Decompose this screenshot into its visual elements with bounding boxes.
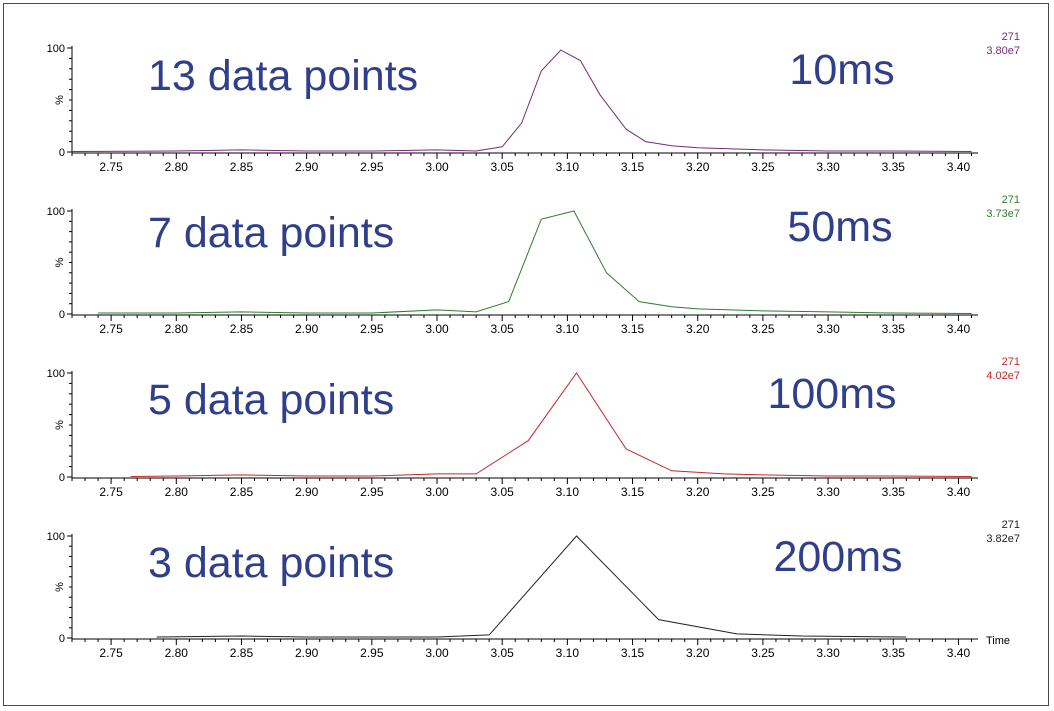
x-tick-label: 3.10 xyxy=(556,322,580,336)
x-tick-label: 3.15 xyxy=(621,160,645,174)
x-tick-label: 3.40 xyxy=(947,322,971,336)
x-tick-label: 3.40 xyxy=(947,485,971,499)
x-tick-label: 3.20 xyxy=(686,646,710,660)
series-line xyxy=(71,49,972,152)
annotation-dwell-time: 100ms xyxy=(767,370,896,418)
x-tick-label: 2.95 xyxy=(360,646,384,660)
chart-panel-3: 100 0% 2.75 2.80 2.85 2.90 2.95 3.00 3.05 3.10 3.1… xyxy=(47,356,1020,499)
annotation-dwell-time: 10ms xyxy=(789,46,894,94)
x-tick-label: 3.30 xyxy=(816,160,840,174)
x-tick-label: 2.75 xyxy=(99,646,123,660)
chart-panel-2: 100 0% 2.75 2.80 2.85 2.90 2.95 3.00 3.05 3.10 3.1… xyxy=(47,194,1020,336)
x-tick-label: 2.85 xyxy=(230,322,254,336)
y-tick-label-bottom: 0 xyxy=(59,309,65,321)
x-tick-label: 3.05 xyxy=(491,160,515,174)
series-line xyxy=(130,372,972,477)
x-tick-label: 3.20 xyxy=(686,160,710,174)
annotation-dwell-time: 200ms xyxy=(773,533,902,581)
x-tick-label: 3.40 xyxy=(947,160,971,174)
x-tick-label: 3.35 xyxy=(882,322,906,336)
x-tick-label: 3.25 xyxy=(751,322,775,336)
intensity-label: 3.82e7 xyxy=(986,533,1020,545)
x-tick-label: 3.15 xyxy=(621,485,645,499)
intensity-label: 3.73e7 xyxy=(986,208,1020,220)
x-tick-label: 3.10 xyxy=(556,160,580,174)
x-tick-label: 3.30 xyxy=(816,646,840,660)
mass-label: 271 xyxy=(1002,194,1020,206)
x-tick-label: 2.95 xyxy=(360,322,384,336)
x-tick-label: 2.85 xyxy=(230,646,254,660)
series-line xyxy=(156,535,907,638)
x-tick-label: 2.95 xyxy=(360,485,384,499)
chart-panel-1: 100 0% 2.75 2.80 2.85 2.90 2.95 3.00 3.05 3.10 3.1… xyxy=(47,31,1020,174)
x-tick-label: 3.25 xyxy=(751,485,775,499)
x-tick-label: 3.20 xyxy=(686,485,710,499)
chart-panel-4: 100 0% 2.75 2.80 2.85 2.90 2.95 3.00 3.05 3.10 3.1… xyxy=(47,519,1020,660)
x-tick-label: 2.90 xyxy=(295,485,319,499)
x-tick-label: 2.80 xyxy=(165,322,189,336)
x-tick-label: 3.35 xyxy=(882,646,906,660)
x-tick-label: 3.00 xyxy=(425,322,449,336)
annotation-data-points: 5 data points xyxy=(148,376,394,424)
x-tick-label: 3.05 xyxy=(491,485,515,499)
x-tick-label: 3.15 xyxy=(621,322,645,336)
y-axis-label: % xyxy=(54,420,66,430)
intensity-label: 4.02e7 xyxy=(986,370,1020,382)
y-tick-label-bottom: 0 xyxy=(59,472,65,484)
x-tick-label: 2.85 xyxy=(230,485,254,499)
x-tick-label: 3.40 xyxy=(947,646,971,660)
x-tick-label: 3.05 xyxy=(491,646,515,660)
x-tick-label: 3.00 xyxy=(425,646,449,660)
y-tick-label-top: 100 xyxy=(47,368,65,380)
x-tick-label: 3.30 xyxy=(816,322,840,336)
y-tick-label-bottom: 0 xyxy=(59,633,65,645)
mass-label: 271 xyxy=(1002,31,1020,43)
x-tick-label: 3.10 xyxy=(556,646,580,660)
x-tick-label: 3.35 xyxy=(882,160,906,174)
x-tick-label: 3.35 xyxy=(882,485,906,499)
x-tick-label: 2.90 xyxy=(295,646,319,660)
figure-frame xyxy=(3,3,1049,706)
annotation-data-points: 3 data points xyxy=(148,539,394,587)
x-tick-label: 2.95 xyxy=(360,160,384,174)
x-tick-label: 3.25 xyxy=(751,646,775,660)
x-tick-label: 2.75 xyxy=(99,160,123,174)
x-tick-label: 3.05 xyxy=(491,322,515,336)
y-axis-label: % xyxy=(54,95,66,105)
x-tick-label: 3.25 xyxy=(751,160,775,174)
x-tick-label: 2.90 xyxy=(295,322,319,336)
x-axis-label: Time xyxy=(986,635,1010,647)
x-tick-label: 3.30 xyxy=(816,485,840,499)
x-tick-label: 2.85 xyxy=(230,160,254,174)
x-tick-label: 2.75 xyxy=(99,322,123,336)
x-tick-label: 3.00 xyxy=(425,485,449,499)
x-tick-label: 2.75 xyxy=(99,485,123,499)
y-tick-label-top: 100 xyxy=(47,43,65,55)
intensity-label: 3.80e7 xyxy=(986,45,1020,57)
mass-label: 271 xyxy=(1002,519,1020,531)
series-line xyxy=(98,210,972,314)
x-tick-label: 3.15 xyxy=(621,646,645,660)
y-axis-label: % xyxy=(54,257,66,267)
x-tick-label: 2.80 xyxy=(165,160,189,174)
y-tick-label-top: 100 xyxy=(47,531,65,543)
y-axis-label: % xyxy=(54,582,66,592)
x-tick-label: 2.80 xyxy=(165,485,189,499)
annotation-dwell-time: 50ms xyxy=(787,203,892,251)
mass-label: 271 xyxy=(1002,356,1020,368)
x-tick-label: 2.80 xyxy=(165,646,189,660)
annotation-data-points: 13 data points xyxy=(148,52,418,100)
x-tick-label: 3.20 xyxy=(686,322,710,336)
y-tick-label-bottom: 0 xyxy=(59,147,65,159)
x-tick-label: 3.00 xyxy=(425,160,449,174)
x-tick-label: 2.90 xyxy=(295,160,319,174)
x-tick-label: 3.10 xyxy=(556,485,580,499)
y-tick-label-top: 100 xyxy=(47,206,65,218)
annotation-data-points: 7 data points xyxy=(148,209,394,257)
